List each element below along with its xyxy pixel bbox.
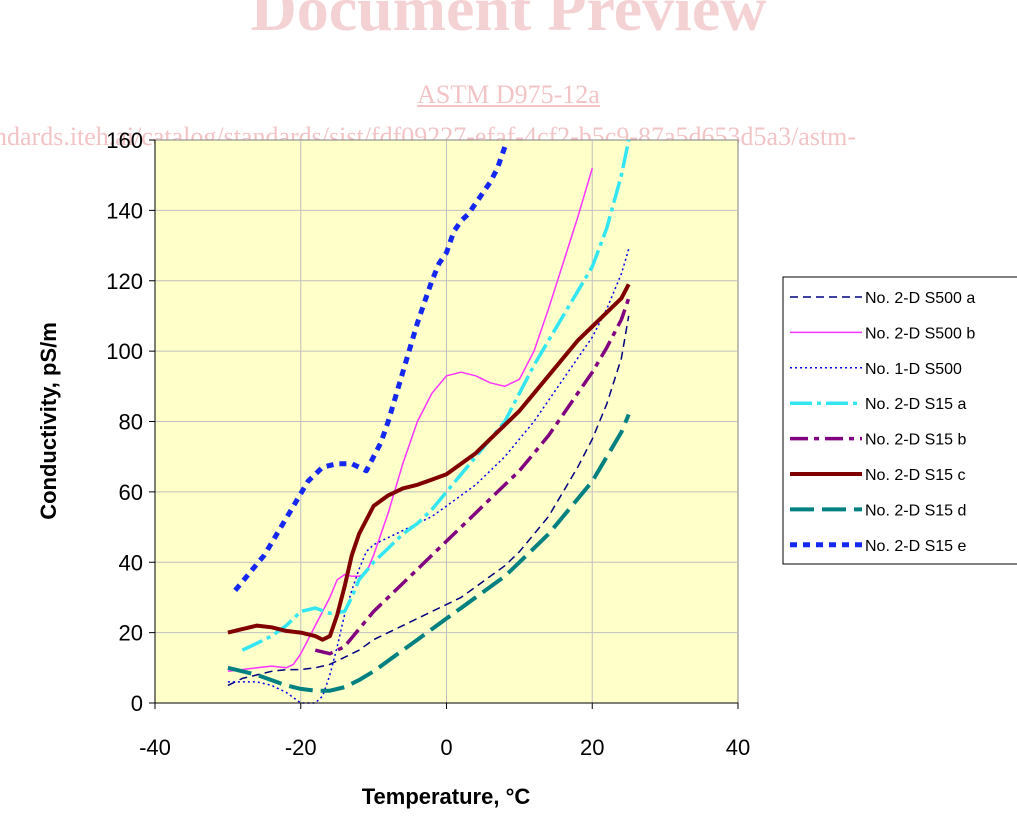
y-tick-label: 60: [119, 480, 143, 505]
x-tick-label: -40: [139, 735, 171, 760]
y-tick-label: 40: [119, 550, 143, 575]
series-line: [227, 167, 594, 673]
legend-box: [782, 276, 1017, 565]
series-line: [227, 315, 630, 687]
x-tick-label: 40: [726, 735, 750, 760]
legend-label: No. 2-D S15 a: [865, 396, 966, 413]
axes: 0 20 40 60 80 100 120 140 160 -40 -20 0 20 40: [106, 128, 750, 760]
watermark-standard: ASTM D975-12a: [417, 80, 600, 109]
series-line: [227, 283, 631, 642]
legend-label: No. 2-D S15 c: [865, 467, 965, 484]
series-line: [233, 146, 508, 592]
legend-label: No. 2-D S500 b: [865, 325, 975, 342]
y-tick-label: 140: [106, 198, 143, 223]
x-tick-label: -20: [285, 735, 317, 760]
legend-label: No. 2-D S500 a: [865, 290, 975, 307]
y-tick-label: 100: [106, 339, 143, 364]
x-axis-title: Temperature, °C: [362, 784, 531, 809]
y-tick-label: 20: [119, 621, 143, 646]
series-line: [227, 413, 631, 693]
y-tick-label: 120: [106, 269, 143, 294]
y-axis-title: Conductivity, pS/m: [36, 322, 61, 520]
legend-label: No. 2-D S15 b: [865, 432, 966, 449]
legend-label: No. 2-D S15 d: [865, 502, 966, 519]
legend: No. 2-D S500 a No. 2-D S500 b No. 1-D S500…: [782, 276, 1017, 565]
series-line: [314, 297, 631, 656]
x-tick-label: 20: [580, 735, 604, 760]
y-tick-label: 0: [131, 691, 143, 716]
legend-label: No. 2-D S15 e: [865, 538, 966, 555]
x-tick-label: 0: [440, 735, 452, 760]
watermark-title: Document Preview: [250, 0, 767, 44]
legend-label: No. 1-D S500: [865, 361, 962, 378]
y-tick-label: 160: [106, 128, 143, 153]
y-tick-label: 80: [119, 410, 143, 435]
series-line: [241, 139, 631, 652]
grid: [155, 140, 738, 703]
